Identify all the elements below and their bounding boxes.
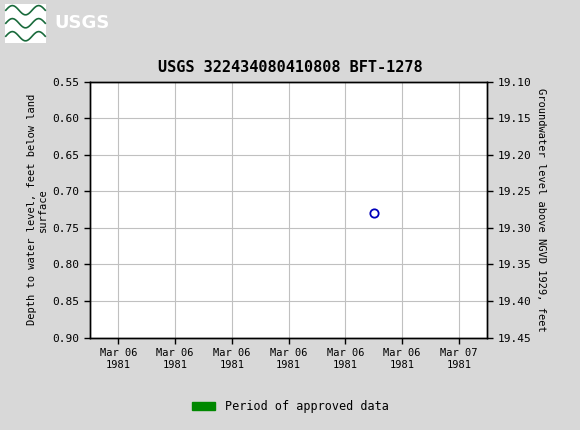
FancyBboxPatch shape [5, 4, 46, 43]
Legend: Period of approved data: Period of approved data [187, 395, 393, 418]
Text: USGS 322434080410808 BFT-1278: USGS 322434080410808 BFT-1278 [158, 60, 422, 75]
Y-axis label: Groundwater level above NGVD 1929, feet: Groundwater level above NGVD 1929, feet [535, 88, 546, 332]
Y-axis label: Depth to water level, feet below land
surface: Depth to water level, feet below land su… [27, 94, 48, 325]
Text: USGS: USGS [54, 14, 109, 32]
